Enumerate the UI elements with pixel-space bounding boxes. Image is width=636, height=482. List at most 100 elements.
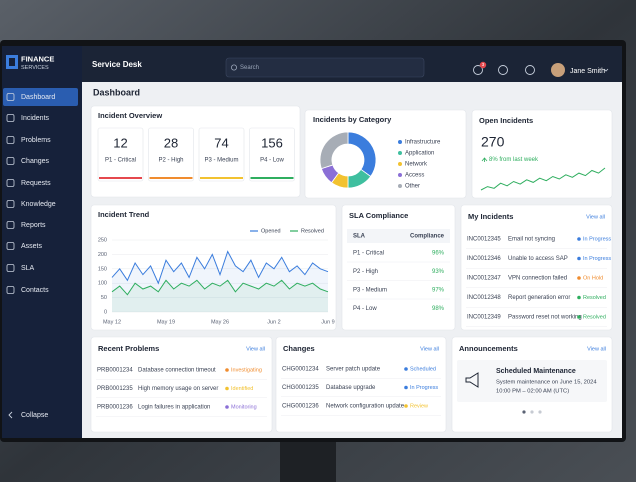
kpi-box <box>249 127 295 182</box>
view-all-link[interactable]: View all <box>587 346 606 352</box>
kpi-bar <box>99 177 142 179</box>
y-tick-label: 150 <box>98 266 107 272</box>
row-id[interactable]: INC0012346 <box>467 256 501 262</box>
nav-icon <box>6 264 15 272</box>
nav-item[interactable]: Requests <box>21 180 51 187</box>
status-label: Identified <box>231 386 253 392</box>
row-title: Database connection timeout <box>138 368 216 374</box>
series-area <box>112 280 328 312</box>
incident-trend-card <box>90 204 337 331</box>
row-id[interactable]: PRB0001235 <box>97 386 133 392</box>
row-title: Report generation error <box>508 295 570 301</box>
nav-item[interactable]: Changes <box>21 158 50 165</box>
announcement-text: 10:00 PM – 02:00 AM (UTC) <box>496 389 569 395</box>
x-tick-label: Jun 2 <box>267 319 280 325</box>
column-header: SLA <box>353 234 366 240</box>
nav-active <box>3 88 78 106</box>
row-id[interactable]: INC0012345 <box>467 237 501 243</box>
nav-item[interactable]: Reports <box>21 222 46 229</box>
nav-icon <box>6 157 15 165</box>
my-incidents-card <box>460 204 613 331</box>
carousel-dot[interactable] <box>538 410 542 414</box>
row-id[interactable]: CHG0001234 <box>282 367 319 373</box>
announcement-box <box>457 360 607 402</box>
nav-item[interactable]: Dashboard <box>21 94 55 101</box>
row-title: Email not syncing <box>508 237 555 243</box>
megaphone-icon <box>465 372 479 388</box>
sla-value: 93% <box>432 269 445 275</box>
x-tick-label: May 19 <box>157 319 175 325</box>
row-id[interactable]: PRB0001234 <box>97 368 133 374</box>
search-icon <box>230 64 237 71</box>
settings-icon[interactable] <box>525 65 535 75</box>
row-title: High memory usage on server <box>138 386 218 392</box>
kpi-bar <box>149 177 193 179</box>
kpi-label: P4 - Low <box>260 158 284 164</box>
donut-segment <box>319 131 349 170</box>
row-id[interactable]: INC0012348 <box>467 295 501 301</box>
bell-icon[interactable] <box>473 65 483 75</box>
row-id[interactable]: INC0012349 <box>467 315 501 321</box>
nav-item[interactable]: Incidents <box>21 115 50 122</box>
status-label: Resolved <box>583 295 606 301</box>
kpi-label: P3 - Medium <box>204 158 238 164</box>
carousel-dot[interactable] <box>522 410 526 414</box>
legend-label: Other <box>405 184 420 190</box>
x-tick-label: May 12 <box>103 319 121 325</box>
nav-icon <box>6 93 15 101</box>
announcement-title: Scheduled Maintenance <box>496 368 576 375</box>
sla-name: P1 - Critical <box>353 251 384 257</box>
sla-value: 97% <box>432 288 445 294</box>
x-tick-label: Jun 9 <box>321 319 334 325</box>
row-id[interactable]: INC0012347 <box>467 276 501 282</box>
kpi-value: 12 <box>113 135 127 150</box>
nav-item[interactable]: Assets <box>21 243 43 250</box>
status-dot <box>404 385 408 390</box>
sla-value: 98% <box>432 306 445 312</box>
view-all-link[interactable]: View all <box>420 346 439 352</box>
legend-label: Opened <box>261 228 281 234</box>
status-label: In Progress <box>583 236 611 242</box>
status-dot <box>404 404 408 408</box>
view-all-link[interactable]: View all <box>586 214 605 220</box>
notification-badge <box>479 61 487 69</box>
sla-name: P3 - Medium <box>353 288 387 294</box>
open-incidents-value: 270 <box>481 134 505 150</box>
row-title: Database upgrade <box>326 385 376 391</box>
status-label: On Hold <box>583 275 603 281</box>
brand-name: FINANCE <box>21 54 54 63</box>
card-title: Announcements <box>459 344 518 353</box>
avatar[interactable] <box>551 63 565 77</box>
collapse-button[interactable]: Collapse <box>21 412 48 419</box>
status-label: In Progress <box>583 256 611 262</box>
series-line <box>111 250 329 285</box>
row-id[interactable]: PRB0001236 <box>97 405 133 411</box>
nav-item[interactable]: Contacts <box>21 287 49 294</box>
search-placeholder: Search <box>240 65 259 71</box>
table-header <box>347 229 450 243</box>
row-title: Login failures in application <box>138 405 210 411</box>
legend-dot <box>398 184 402 188</box>
kpi-label: P1 - Critical <box>105 158 136 164</box>
search-box[interactable] <box>225 57 425 78</box>
view-all-link[interactable]: View all <box>246 346 265 352</box>
row-id[interactable]: CHG0001236 <box>282 404 319 410</box>
nav-item[interactable]: Problems <box>21 137 51 144</box>
legend-dot <box>398 162 402 166</box>
row-id[interactable]: CHG0001235 <box>282 385 319 391</box>
nav-icon <box>6 286 15 294</box>
nav-icon <box>6 242 15 250</box>
app-title: Service Desk <box>92 60 142 69</box>
trend-up-arrow <box>481 157 488 162</box>
nav-item[interactable]: SLA <box>21 265 35 272</box>
status-label: Scheduled <box>410 366 436 372</box>
brand-sub: SERVICES <box>21 65 49 71</box>
logo-icon-inner <box>9 58 15 66</box>
carousel-dot[interactable] <box>530 410 534 414</box>
page-title: Dashboard <box>93 87 140 97</box>
kpi-value: 28 <box>164 135 178 150</box>
help-icon[interactable] <box>498 65 508 75</box>
nav-item[interactable]: Knowledge <box>21 201 56 208</box>
open-incidents-change: 8% from last week <box>489 157 539 163</box>
